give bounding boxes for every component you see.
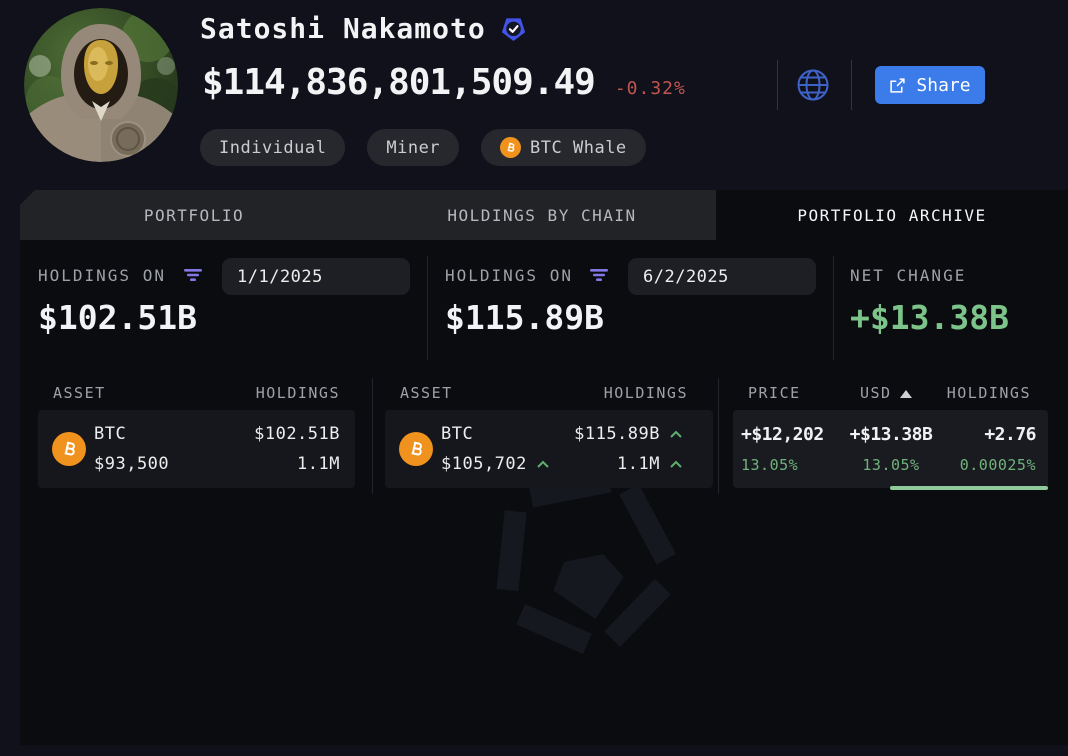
entity-avatar (24, 8, 178, 162)
share-button-label: Share (916, 74, 971, 96)
usd-change-percent: 13.05% (862, 456, 920, 474)
vertical-divider (372, 378, 373, 494)
holdings-usd-value: $102.51B (254, 424, 340, 444)
column-header-holdings[interactable]: HOLDINGS (255, 384, 340, 402)
snapshot-total-right: $115.89B (445, 298, 604, 337)
header-divider (777, 60, 778, 110)
holdings-change-percent: 0.00025% (959, 456, 1036, 474)
bitcoin-icon (500, 137, 522, 158)
filter-icon[interactable] (182, 266, 204, 284)
filter-icon[interactable] (588, 266, 610, 284)
price-change-percent: 13.05% (741, 456, 799, 474)
asset-symbol: BTC (441, 424, 474, 444)
asset-price: $93,500 (94, 454, 170, 474)
asset-row-btc-right[interactable]: BTC $105,702 $115.89B 1.1M (385, 410, 713, 488)
column-header-holdings[interactable]: HOLDINGS (946, 384, 1031, 402)
vertical-divider (833, 256, 834, 360)
tag-label: Individual (219, 137, 327, 158)
entity-name: Satoshi Nakamoto (200, 12, 486, 45)
tab-bar: PORTFOLIO HOLDINGS BY CHAIN PORTFOLIO AR… (20, 190, 1068, 240)
column-header-usd-label: USD (860, 384, 892, 402)
column-header-usd[interactable]: USD (860, 384, 912, 402)
date-input-left[interactable] (222, 258, 410, 295)
holdings-amount: 1.1M (297, 454, 340, 474)
portfolio-total-value: $114,836,801,509.49 (202, 62, 596, 103)
up-caret-icon (670, 430, 682, 438)
tag-label: BTC Whale (530, 137, 627, 158)
tag-btc-whale[interactable]: BTC Whale (481, 129, 646, 166)
tab-label: PORTFOLIO ARCHIVE (797, 205, 987, 225)
asset-row-btc-left[interactable]: BTC $93,500 $102.51B 1.1M (38, 410, 355, 488)
column-header-asset[interactable]: ASSET (400, 384, 453, 402)
vertical-divider (427, 256, 428, 360)
sort-ascending-icon (899, 390, 912, 398)
tab-label: HOLDINGS BY CHAIN (447, 205, 637, 225)
verified-badge-icon (501, 18, 525, 41)
holdings-change-value: +2.76 (984, 424, 1036, 445)
holdings-on-label-left: HOLDINGS ON (38, 266, 166, 285)
snapshot-total-left: $102.51B (38, 298, 197, 337)
portfolio-change-percent: -0.32% (614, 78, 686, 99)
positive-change-underline (890, 486, 1048, 490)
up-caret-icon (537, 460, 549, 468)
bitcoin-icon (52, 432, 86, 466)
tab-portfolio-archive[interactable]: PORTFOLIO ARCHIVE (716, 190, 1068, 240)
tab-holdings-by-chain[interactable]: HOLDINGS BY CHAIN (368, 190, 716, 240)
up-caret-icon (670, 460, 682, 468)
tag-label: Miner (386, 137, 441, 158)
portfolio-archive-panel: HOLDINGS ON $102.51B HOLDINGS ON $115.89… (20, 240, 1068, 745)
asset-symbol: BTC (94, 424, 127, 444)
column-header-price[interactable]: PRICE (748, 384, 801, 402)
globe-icon[interactable] (794, 66, 832, 104)
header-divider (851, 60, 852, 110)
share-button[interactable]: Share (875, 66, 985, 104)
satoshi-statue-illustration (24, 8, 178, 162)
column-header-holdings[interactable]: HOLDINGS (603, 384, 688, 402)
asset-price: $105,702 (441, 454, 527, 474)
tab-portfolio[interactable]: PORTFOLIO (20, 190, 368, 240)
bitcoin-icon (399, 432, 433, 466)
net-change-value: +$13.38B (850, 298, 1009, 337)
column-header-asset[interactable]: ASSET (53, 384, 106, 402)
vertical-divider (718, 378, 719, 494)
net-change-label: NET CHANGE (850, 266, 967, 285)
holdings-amount: 1.1M (617, 454, 660, 474)
tag-miner[interactable]: Miner (367, 129, 460, 166)
share-icon (890, 77, 906, 93)
change-row-btc[interactable]: +$12,202 13.05% +$13.38B 13.05% +2.76 0.… (733, 410, 1048, 490)
date-input-right[interactable] (628, 258, 816, 295)
holdings-usd-value: $115.89B (574, 424, 660, 444)
usd-change-value: +$13.38B (849, 424, 933, 445)
holdings-on-label-right: HOLDINGS ON (445, 266, 573, 285)
tab-label: PORTFOLIO (143, 205, 245, 225)
price-change-value: +$12,202 (741, 424, 824, 445)
tag-individual[interactable]: Individual (200, 129, 346, 166)
